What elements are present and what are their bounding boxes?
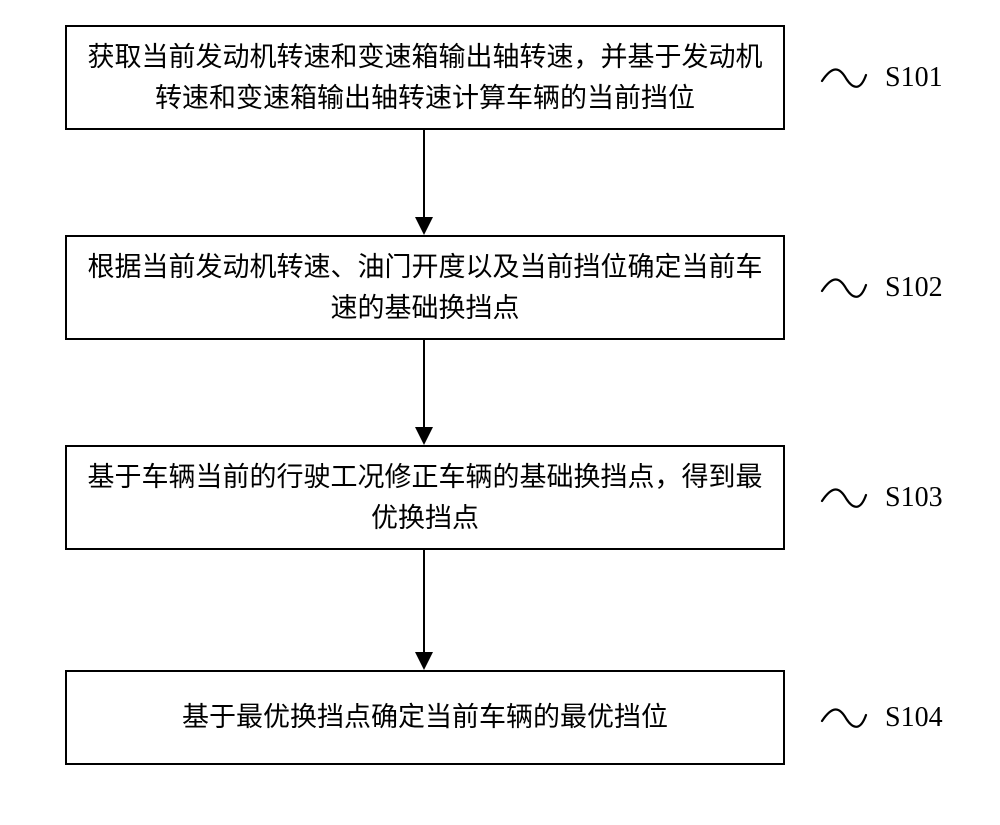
arrow-line — [423, 130, 425, 217]
flow-node-2: 根据当前发动机转速、油门开度以及当前挡位确定当前车速的基础换挡点 — [65, 235, 785, 340]
step-label-1: S101 — [885, 62, 943, 94]
flowchart-canvas: 获取当前发动机转速和变速箱输出轴转速，并基于发动机转速和变速箱输出轴转速计算车辆… — [0, 0, 1000, 825]
step-label-4: S104 — [885, 702, 943, 734]
connector-tilde — [820, 708, 868, 733]
step-label-2: S102 — [885, 272, 943, 304]
flow-node-text: 获取当前发动机转速和变速箱输出轴转速，并基于发动机转速和变速箱输出轴转速计算车辆… — [87, 37, 763, 118]
arrow-head — [415, 427, 433, 445]
arrow-head — [415, 217, 433, 235]
connector-tilde — [820, 488, 868, 513]
connector-tilde — [820, 278, 868, 303]
flow-node-4: 基于最优换挡点确定当前车辆的最优挡位 — [65, 670, 785, 765]
flow-node-1: 获取当前发动机转速和变速箱输出轴转速，并基于发动机转速和变速箱输出轴转速计算车辆… — [65, 25, 785, 130]
step-label-3: S103 — [885, 482, 943, 514]
connector-tilde — [820, 68, 868, 93]
flow-node-3: 基于车辆当前的行驶工况修正车辆的基础换挡点，得到最优换挡点 — [65, 445, 785, 550]
flow-node-text: 基于最优换挡点确定当前车辆的最优挡位 — [182, 697, 668, 738]
flow-node-text: 根据当前发动机转速、油门开度以及当前挡位确定当前车速的基础换挡点 — [87, 247, 763, 328]
arrow-line — [423, 340, 425, 427]
arrow-head — [415, 652, 433, 670]
flow-node-text: 基于车辆当前的行驶工况修正车辆的基础换挡点，得到最优换挡点 — [87, 457, 763, 538]
arrow-line — [423, 550, 425, 652]
